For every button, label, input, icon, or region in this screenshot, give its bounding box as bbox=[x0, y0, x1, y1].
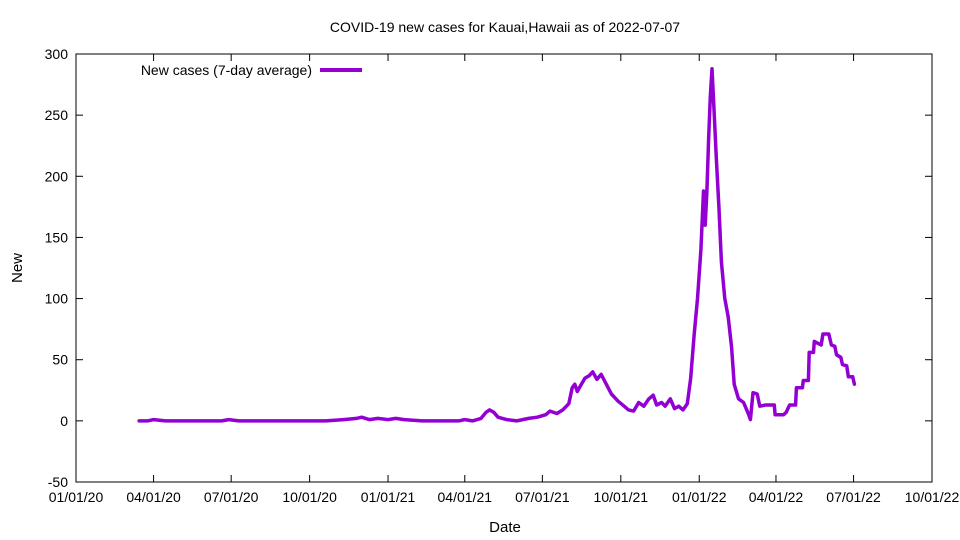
chart-title: COVID-19 new cases for Kauai,Hawaii as o… bbox=[330, 19, 680, 35]
x-tick-label: 04/01/20 bbox=[126, 489, 181, 505]
x-tick-label: 10/01/21 bbox=[594, 489, 649, 505]
x-tick-label: 01/01/21 bbox=[361, 489, 416, 505]
x-tick-label: 10/01/20 bbox=[282, 489, 337, 505]
plot-frame bbox=[75, 53, 933, 483]
y-tick-label: 150 bbox=[45, 229, 69, 245]
x-tick-label: 04/01/21 bbox=[438, 489, 493, 505]
y-tick-label: 100 bbox=[45, 291, 69, 307]
x-tick-label: 07/01/21 bbox=[515, 489, 570, 505]
axis-tick-labels: -50 0 50 100 150 200 250 300 01/01/20 04/01/20 07/… bbox=[45, 46, 960, 505]
y-tick-label: 250 bbox=[45, 107, 69, 123]
y-tick-label: 0 bbox=[60, 413, 68, 429]
x-tick-label: 01/01/20 bbox=[49, 489, 104, 505]
legend-label: New cases (7-day average) bbox=[141, 62, 312, 78]
x-tick-label: 01/01/22 bbox=[672, 489, 727, 505]
x-tick-label: 04/01/22 bbox=[749, 489, 804, 505]
x-tick-label: 07/01/22 bbox=[826, 489, 881, 505]
y-tick-label: 50 bbox=[52, 352, 68, 368]
series-layer bbox=[137, 66, 857, 423]
legend: New cases (7-day average) bbox=[141, 62, 362, 78]
y-tick-label: 200 bbox=[45, 168, 69, 184]
x-tick-label: 10/01/22 bbox=[905, 489, 960, 505]
series-line-0 bbox=[137, 66, 857, 423]
y-tick-label: -50 bbox=[48, 474, 68, 490]
x-tick-label: 07/01/20 bbox=[204, 489, 259, 505]
x-axis-title: Date bbox=[489, 519, 521, 536]
y-tick-label: 300 bbox=[45, 46, 69, 62]
y-axis-title: New bbox=[9, 253, 26, 283]
